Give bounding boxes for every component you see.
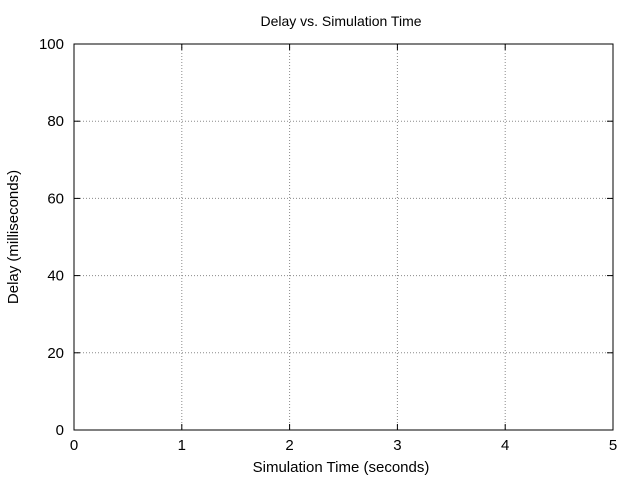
chart-title: Delay vs. Simulation Time: [260, 13, 421, 29]
plot-area-border: [73, 43, 614, 431]
x-tick-label: 5: [609, 437, 617, 454]
y-axis-label: Delay (milliseconds): [5, 170, 22, 304]
x-tick-label: 1: [178, 437, 186, 454]
y-tick-label: 20: [47, 345, 64, 362]
y-tick-label: 60: [47, 190, 64, 207]
x-axis-label: Simulation Time (seconds): [253, 459, 430, 476]
y-tick-label: 40: [47, 268, 64, 285]
x-tick-label: 4: [501, 437, 509, 454]
y-tick-label: 0: [56, 422, 64, 439]
grid: [74, 44, 613, 430]
y-tick-label: 80: [47, 113, 64, 130]
tick-labels: 0 1 2 3 4 5 0 20 40 60 80 100: [39, 36, 617, 454]
x-tick-label: 3: [393, 437, 401, 454]
y-tick-label: 100: [39, 36, 64, 53]
x-tick-label: 0: [70, 437, 78, 454]
x-tick-label: 2: [285, 437, 293, 454]
